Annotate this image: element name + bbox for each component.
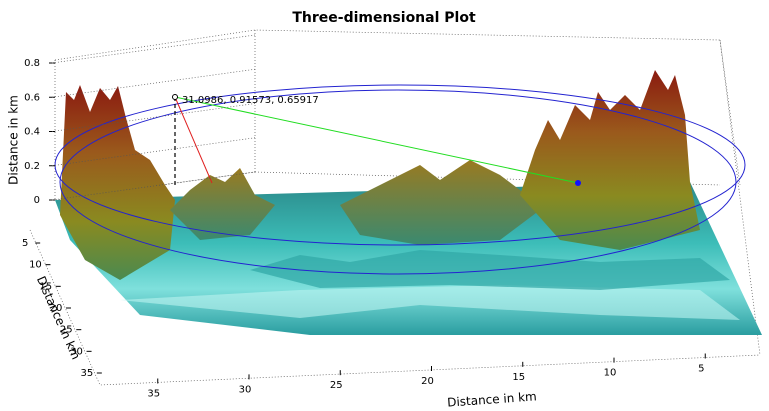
grid-line — [52, 69, 255, 97]
z-tick-label: 0.8 — [24, 58, 40, 69]
x-tick-label: 25 — [330, 380, 343, 391]
z-tick-label: 0.2 — [24, 161, 40, 172]
x-tick-label: 15 — [512, 372, 525, 383]
x-tick-label: 5 — [698, 364, 704, 375]
z-tick-label: 0.4 — [24, 127, 40, 138]
z-axis-label: Distance in km — [7, 95, 21, 185]
x-tick-label: 30 — [239, 384, 252, 395]
y-tick-label: 5 — [22, 238, 28, 249]
y-tick-label: 30 — [70, 346, 83, 357]
x-tick-label: 10 — [604, 368, 617, 379]
grid-line — [52, 35, 255, 63]
z-tick-label: 0.6 — [24, 92, 40, 103]
surface — [55, 70, 762, 335]
x-axis-label: Distance in km — [447, 389, 537, 409]
chart-title: Three-dimensional Plot — [292, 10, 476, 26]
x-tick-label: 20 — [421, 376, 434, 387]
x-tick-label: 35 — [147, 389, 160, 400]
y-tick-label: 10 — [29, 260, 42, 271]
z-tick-label: 0 — [34, 195, 40, 206]
annotation: 31.0986, 0.91573, 0.65917 — [182, 95, 319, 106]
y-tick-label: 15 — [39, 281, 52, 292]
y-tick-label: 20 — [50, 303, 63, 314]
chart: Three-dimensional Plot 31.0986, 0.91573,… — [0, 0, 769, 411]
y-tick-label: 25 — [60, 325, 73, 336]
annotation-lines — [173, 95, 582, 187]
y-tick-label: 35 — [80, 368, 93, 379]
